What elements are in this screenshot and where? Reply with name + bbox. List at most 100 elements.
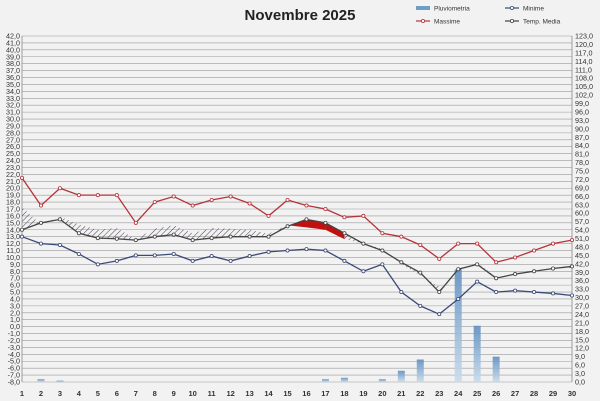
x-tick-label: 24: [454, 389, 463, 398]
x-tick-label: 30: [568, 389, 576, 398]
y-left-tick-label: 12,0: [6, 239, 20, 248]
y-right-tick-label: 30,0: [575, 293, 589, 302]
legend-swatch: [416, 6, 430, 10]
range-fill: [173, 225, 193, 241]
x-tick-label: 15: [283, 389, 291, 398]
y-left-tick-label: 21,0: [6, 177, 20, 186]
data-point: [304, 203, 309, 208]
y-left-tick-label: 7,0: [10, 274, 20, 283]
data-point: [247, 201, 252, 206]
rain-bars: [37, 269, 500, 382]
data-point: [76, 231, 81, 236]
data-point: [76, 193, 81, 198]
data-point: [399, 290, 404, 295]
data-point: [114, 236, 119, 241]
y-left-tick-label: 31,0: [6, 108, 20, 117]
y-left-tick-label: 30,0: [6, 115, 20, 124]
data-point: [532, 269, 537, 274]
data-point: [95, 262, 100, 267]
data-point: [19, 234, 24, 239]
range-fill: [154, 225, 174, 237]
x-tick-label: 20: [378, 389, 386, 398]
x-tick-label: 18: [340, 389, 348, 398]
y-left-tick-label: 24,0: [6, 156, 20, 165]
rain-bar: [378, 379, 386, 382]
y-left-tick-label: 39,0: [6, 52, 20, 61]
y-right-tick-label: 3,0: [575, 369, 585, 378]
data-point: [437, 256, 442, 261]
legend-label: Massime: [434, 18, 460, 25]
data-point: [228, 234, 233, 239]
range-fill: [249, 229, 269, 237]
data-point: [171, 194, 176, 199]
data-point: [152, 234, 157, 239]
y-right-tick-label: 54,0: [575, 226, 589, 235]
y-left-tick-label: 2,0: [10, 308, 20, 317]
x-tick-label: 23: [435, 389, 443, 398]
data-point: [285, 198, 290, 203]
range-fill: [22, 207, 40, 230]
range-fill: [192, 228, 212, 241]
x-tick-label: 14: [264, 389, 273, 398]
x-tick-label: 1: [20, 389, 24, 398]
data-point: [418, 270, 423, 275]
legend-label: Minime: [523, 5, 544, 12]
y-right-tick-label: 120,0: [575, 40, 593, 49]
y-left-tick-label: 9,0: [10, 260, 20, 269]
y-right-tick-label: 42,0: [575, 259, 589, 268]
y-left-tick-label: 10,0: [6, 253, 20, 262]
y-left-tick-label: 11,0: [7, 246, 20, 255]
data-point: [494, 260, 499, 265]
data-point: [342, 231, 347, 236]
data-point: [57, 217, 62, 222]
y-right-tick-label: 6,0: [575, 361, 585, 370]
y-right-tick-label: 48,0: [575, 242, 589, 251]
rain-bar: [416, 359, 424, 382]
y-left-tick-label: 41,0: [6, 38, 20, 47]
data-point: [551, 291, 556, 296]
y-right-tick-label: 63,0: [575, 200, 589, 209]
range-fill: [116, 228, 136, 241]
data-point: [209, 236, 214, 241]
data-point: [171, 251, 176, 256]
data-point: [114, 258, 119, 263]
x-tick-label: 6: [115, 389, 119, 398]
data-point: [380, 262, 385, 267]
y-left-tick-label: -1,0: [8, 329, 20, 338]
x-tick-label: 27: [511, 389, 519, 398]
y-left-tick-label: 5,0: [10, 288, 20, 297]
data-point: [570, 238, 575, 243]
y-right-tick-label: 66,0: [575, 192, 589, 201]
range-fill: [211, 228, 231, 239]
data-point: [494, 290, 499, 295]
y-right-tick-label: 93,0: [575, 116, 589, 125]
data-point: [475, 279, 480, 284]
data-point: [361, 213, 366, 218]
data-point: [437, 290, 442, 295]
x-tick-label: 3: [58, 389, 62, 398]
data-point: [228, 258, 233, 263]
y-left-tick-label: 23,0: [6, 163, 20, 172]
y-right-tick-label: 60,0: [575, 209, 589, 218]
data-point: [247, 234, 252, 239]
data-point: [323, 220, 328, 225]
x-tick-label: 22: [416, 389, 424, 398]
rain-bar: [321, 379, 329, 382]
y-right-tick-label: 111,0: [575, 65, 592, 74]
data-point: [361, 269, 366, 274]
y-left-tick-label: 20,0: [6, 184, 20, 193]
y-right-tick-label: 39,0: [575, 268, 589, 277]
y-right-tick-label: 15,0: [575, 335, 589, 344]
x-tick-label: 5: [96, 389, 100, 398]
data-point: [361, 241, 366, 246]
y-right-tick-label: 36,0: [575, 276, 589, 285]
y-left-tick-label: 37,0: [6, 66, 20, 75]
data-point: [190, 258, 195, 263]
data-point: [513, 272, 518, 277]
y-right-tick-label: 96,0: [575, 107, 589, 116]
data-point: [475, 262, 480, 267]
data-point: [19, 175, 24, 180]
data-point: [228, 194, 233, 199]
data-point: [95, 193, 100, 198]
y-left-tick-label: -2,0: [8, 336, 20, 345]
